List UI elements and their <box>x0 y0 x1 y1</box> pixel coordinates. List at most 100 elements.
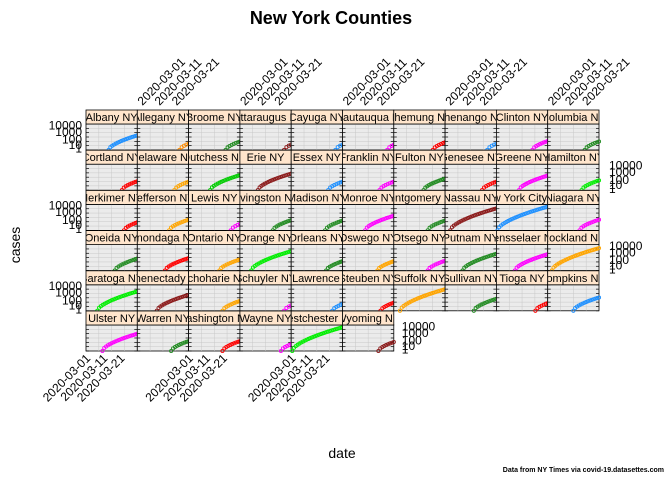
panel-label: Orleans NY <box>288 233 346 245</box>
y-tick-label: 10 <box>69 299 83 313</box>
panel-label: Fulton NY <box>395 152 445 164</box>
panel-label: Ulster NY <box>88 313 136 325</box>
data-point <box>487 208 492 213</box>
data-point <box>129 258 134 263</box>
data-point <box>226 176 231 181</box>
data-point <box>233 300 239 305</box>
y-tick-label: 1000 <box>402 326 429 340</box>
panel-label: Jefferson NY <box>131 192 195 204</box>
data-point <box>233 140 238 146</box>
data-point <box>230 301 235 306</box>
panel-label: Cayuga NY <box>289 112 346 124</box>
panel: Sullivan NY <box>444 270 499 313</box>
data-point <box>596 178 602 183</box>
data-point <box>587 298 592 303</box>
data-point <box>436 142 441 148</box>
panel-label: Cortland NY <box>82 152 143 164</box>
data-point <box>593 296 598 301</box>
data-point <box>536 207 541 212</box>
panel-label: Lewis NY <box>191 192 238 204</box>
data-point <box>485 208 490 214</box>
data-point <box>538 206 543 211</box>
data-point <box>126 334 131 339</box>
data-point <box>178 183 183 188</box>
x-axis-label: date <box>328 445 355 461</box>
y-tick-label: 1 <box>75 142 82 156</box>
data-point <box>539 141 544 146</box>
y-tick-label: 10000 <box>49 279 83 293</box>
data-point <box>332 221 337 226</box>
data-point <box>127 182 132 187</box>
panel: Allegany NY <box>136 109 191 153</box>
data-point <box>540 253 545 258</box>
data-point <box>118 294 123 299</box>
panel: Wayne NY <box>239 310 294 354</box>
panel: Madison NY <box>290 189 345 233</box>
panel-label: Oswego NY <box>339 233 398 245</box>
data-point <box>596 295 602 300</box>
data-point <box>122 293 127 298</box>
panel-label: Chemung NY <box>386 112 453 124</box>
data-point <box>228 302 233 307</box>
panel: Hamilton NY <box>547 149 602 193</box>
panel: Greene NY <box>495 149 550 193</box>
data-point <box>333 327 338 332</box>
data-point <box>589 297 594 302</box>
panel-label: Ontario NY <box>187 233 242 245</box>
data-point <box>180 182 185 187</box>
panel: Dutchess NY <box>188 149 242 193</box>
data-point <box>331 327 336 332</box>
panel-label: Rockland NY <box>541 233 606 245</box>
y-tick-label: 100 <box>62 133 82 147</box>
panel: Chenango NY <box>444 109 499 153</box>
strip <box>547 149 600 165</box>
data-point <box>595 296 600 301</box>
data-point <box>324 330 329 335</box>
data-point <box>538 254 543 259</box>
caption: Data from NY Times via covid-19.datasett… <box>503 467 664 474</box>
panel-label: Delaware NY <box>131 152 196 164</box>
panel: Broome NY <box>188 109 242 153</box>
panel: Oswego NY <box>339 230 398 273</box>
data-point <box>542 205 547 210</box>
data-point <box>183 293 188 299</box>
data-point <box>334 304 339 309</box>
data-point <box>432 290 437 295</box>
panel-label: Warren NY <box>136 313 191 325</box>
data-point <box>388 260 393 265</box>
panel-label: Clinton NY <box>496 112 549 124</box>
panel: Tioga NY <box>495 270 550 313</box>
chart-title: New York Counties <box>250 8 412 28</box>
data-point <box>428 291 433 296</box>
data-point <box>230 260 235 265</box>
y-tick-label: 10000 <box>609 239 643 253</box>
panel: Clinton NY <box>495 109 550 153</box>
data-point <box>274 253 279 258</box>
y-tick-label: 10000 <box>49 118 83 132</box>
panel: Ulster NY <box>85 310 140 354</box>
y-tick-label: 100 <box>609 173 629 187</box>
data-point <box>329 328 334 333</box>
y-tick-label: 1 <box>75 222 82 236</box>
data-point <box>131 180 136 185</box>
data-point <box>388 214 393 219</box>
y-tick-label: 10 <box>402 339 416 353</box>
data-point <box>127 291 133 296</box>
data-point <box>593 179 598 184</box>
data-point <box>542 253 547 258</box>
data-point <box>336 219 341 225</box>
panel-label: Saratoga NY <box>80 273 144 285</box>
panel: Monroe NY <box>342 189 396 233</box>
data-point <box>129 290 134 296</box>
data-point <box>596 246 602 251</box>
data-point <box>487 253 492 259</box>
panel-label: Schuyler NY <box>235 273 297 285</box>
data-point <box>532 256 537 261</box>
y-tick-label: 1000 <box>609 245 636 259</box>
panel-label: Suffolk NY <box>394 273 446 285</box>
y-tick-label: 1000 <box>55 286 82 300</box>
data-point <box>182 257 188 262</box>
data-point <box>589 181 594 186</box>
strip <box>547 189 600 205</box>
data-point <box>126 292 131 297</box>
